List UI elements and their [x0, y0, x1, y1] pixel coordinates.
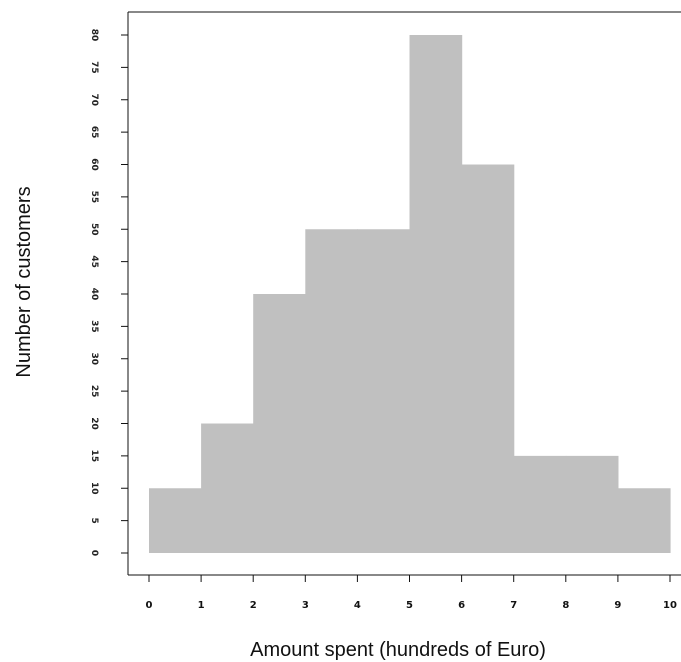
x-tick-label: 10: [663, 600, 677, 611]
histogram-bar: [357, 229, 411, 553]
x-tick-label: 0: [146, 600, 153, 611]
y-tick-label: 30: [89, 352, 99, 365]
x-tick-label: 2: [250, 600, 257, 611]
x-tick-label: 4: [354, 600, 361, 611]
y-tick-label: 75: [89, 61, 99, 74]
bars-group: [149, 35, 671, 553]
x-tick-label: 9: [614, 600, 621, 611]
y-tick-label: 80: [89, 29, 99, 42]
x-tick-label: 7: [510, 600, 517, 611]
x-tick-label: 8: [562, 600, 569, 611]
y-tick-label: 25: [89, 385, 99, 398]
y-axis-title: Number of customers: [13, 186, 35, 377]
y-tick-label: 50: [89, 223, 99, 236]
y-tick-label: 60: [89, 158, 99, 171]
y-tick-label: 0: [89, 550, 99, 556]
x-tick-label: 5: [406, 600, 413, 611]
histogram-bar: [565, 455, 619, 553]
y-tick-label: 40: [89, 288, 99, 301]
y-tick-label: 45: [89, 255, 99, 268]
histogram-bar: [513, 455, 567, 553]
y-tick-label: 35: [89, 320, 99, 333]
x-tick-label: 6: [458, 600, 465, 611]
y-tick-label: 10: [89, 482, 99, 495]
histogram-bar: [149, 488, 202, 553]
x-axis-ticks: 0 1 2 3 4 5 6 7 8 9 10: [146, 575, 677, 611]
x-axis-title: Amount spent (hundreds of Euro): [250, 639, 546, 661]
histogram-bar: [201, 423, 254, 553]
y-tick-label: 55: [89, 191, 99, 204]
x-tick-label: 3: [302, 600, 309, 611]
x-tick-label: 1: [198, 600, 205, 611]
y-tick-label: 70: [89, 93, 99, 106]
y-tick-label: 15: [89, 450, 99, 463]
histogram-bar: [253, 294, 306, 553]
histogram-bar: [305, 229, 358, 553]
y-axis-ticks: 0 5 10 15 20 25 30 35 40 45 50 55 60 65 70 75 80: [89, 29, 128, 556]
y-tick-label: 65: [89, 126, 99, 139]
y-tick-label: 20: [89, 417, 99, 430]
histogram-bar: [617, 488, 671, 553]
histogram-bar: [409, 35, 463, 553]
histogram-bar: [461, 164, 515, 553]
y-tick-label: 5: [89, 517, 99, 523]
